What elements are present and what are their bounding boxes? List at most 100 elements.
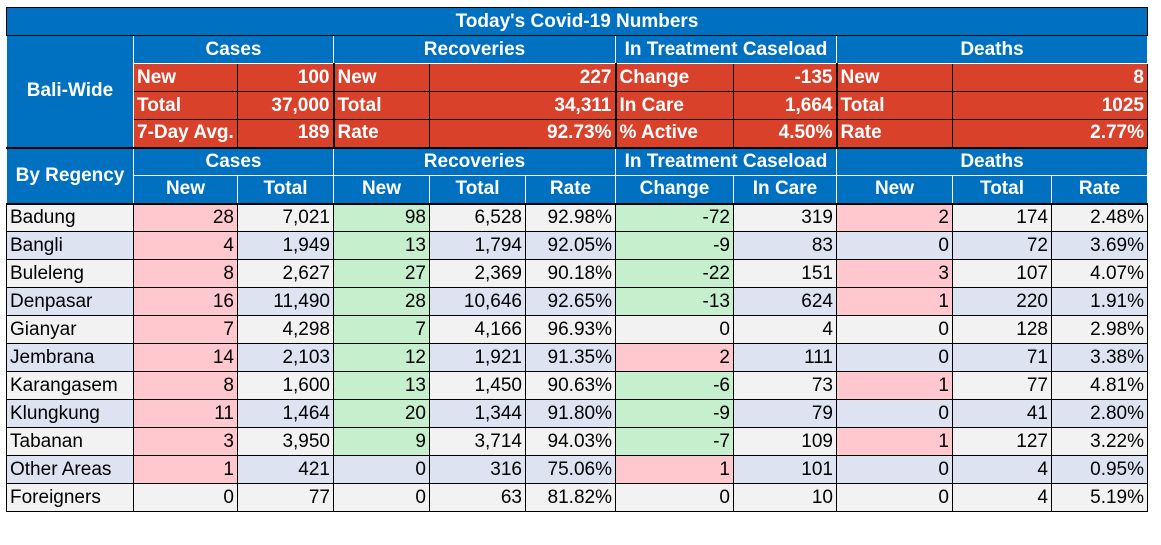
regency-name: Other Areas	[6, 455, 134, 484]
table-cell: -7	[615, 427, 734, 456]
table-cell: 75.06%	[525, 455, 616, 484]
bali-wide-cases-label: 7-Day Avg.	[133, 119, 238, 148]
table-cell: 28	[133, 202, 238, 232]
bali-wide-cases-label: Total	[133, 91, 238, 120]
table-row: Buleleng 8 2,627 27 2,369 90.18% -22 151 3 107 4.0…	[6, 259, 1148, 288]
bali-wide-deaths-label: Rate	[835, 119, 953, 148]
table-cell: 7	[133, 315, 238, 344]
table-row: Tabanan 3 3,950 9 3,714 94.03% -7 109 1 127 3.22%	[6, 427, 1148, 456]
table-cell: 128	[952, 315, 1052, 344]
table-cell: 2,627	[237, 259, 334, 288]
table-cell: 4,298	[237, 315, 334, 344]
table-cell: 4	[133, 231, 238, 260]
table-cell: 624	[733, 287, 837, 316]
table-cell: 83	[733, 231, 837, 260]
table-cell: 77	[237, 483, 334, 512]
table-cell: 3.22%	[1051, 427, 1148, 456]
regency-section-header-cases: Cases	[133, 146, 334, 176]
table-cell: 174	[952, 202, 1052, 232]
table-cell: 1,600	[237, 371, 334, 400]
table-cell: 14	[133, 343, 238, 372]
table-cell: 11,490	[237, 287, 334, 316]
table-cell: 77	[952, 371, 1052, 400]
table-cell: 91.80%	[525, 399, 616, 428]
table-cell: 10	[733, 483, 837, 512]
regency-name: Klungkung	[6, 399, 134, 428]
table-cell: 8	[133, 371, 238, 400]
bali-wide-cases-value: 37,000	[237, 91, 334, 120]
bali-wide-treatment-label: % Active	[614, 119, 734, 148]
table-cell: 0	[836, 483, 953, 512]
table-cell: 4	[952, 483, 1052, 512]
table-cell: 220	[952, 287, 1052, 316]
section-header-deaths: Deaths	[836, 35, 1148, 64]
table-cell: 0	[615, 483, 734, 512]
table-cell: -72	[615, 202, 734, 232]
covid-numbers-table: Today's Covid-19 Numbers Bali-Wide Cases…	[6, 7, 1148, 512]
table-cell: 98	[333, 202, 430, 232]
table-cell: 1,794	[429, 231, 526, 260]
regency-name: Buleleng	[6, 259, 134, 288]
table-cell: 0	[836, 399, 953, 428]
table-cell: 92.98%	[525, 202, 616, 232]
table-cell: 0	[836, 315, 953, 344]
regency-name: Karangasem	[6, 371, 134, 400]
table-cell: 1,949	[237, 231, 334, 260]
table-row: Other Areas 1 421 0 316 75.06% 1 101 0 4 0.95%	[6, 455, 1148, 484]
table-cell: 1	[615, 455, 734, 484]
table-cell: 127	[952, 427, 1052, 456]
section-header-recoveries: Recoveries	[333, 35, 616, 64]
table-cell: 111	[733, 343, 837, 372]
table-cell: 16	[133, 287, 238, 316]
table-cell: 9	[333, 427, 430, 456]
table-cell: 0	[333, 483, 430, 512]
column-header: New	[836, 175, 953, 204]
table-cell: 4.07%	[1051, 259, 1148, 288]
bali-wide-deaths-label: Total	[835, 91, 953, 120]
table-cell: 12	[333, 343, 430, 372]
regency-name: Bangli	[6, 231, 134, 260]
table-cell: 4	[952, 455, 1052, 484]
bali-wide-recoveries-value: 92.73%	[429, 119, 616, 148]
table-cell: 79	[733, 399, 837, 428]
bali-wide-row: New 100 New 227 Change -135 New 8	[7, 63, 1148, 92]
bali-wide-treatment-label: In Care	[614, 91, 734, 120]
table-cell: 11	[133, 399, 238, 428]
table-cell: 3,714	[429, 427, 526, 456]
table-cell: 2.80%	[1051, 399, 1148, 428]
column-header: Change	[615, 175, 734, 204]
column-header: Total	[429, 175, 526, 204]
table-cell: 94.03%	[525, 427, 616, 456]
table-cell: 5.19%	[1051, 483, 1148, 512]
table-cell: 421	[237, 455, 334, 484]
table-cell: 0	[836, 455, 953, 484]
table-cell: 3,950	[237, 427, 334, 456]
bali-wide-deaths-value: 2.77%	[952, 119, 1148, 148]
table-cell: 72	[952, 231, 1052, 260]
bali-wide-deaths-value: 8	[952, 63, 1148, 92]
table-cell: 27	[333, 259, 430, 288]
table-cell: 4	[733, 315, 837, 344]
table-cell: 4,166	[429, 315, 526, 344]
bali-wide-cases-label: New	[133, 63, 238, 92]
table-cell: 7	[333, 315, 430, 344]
regency-name: Badung	[6, 202, 134, 232]
table-row: Denpasar 16 11,490 28 10,646 92.65% -13 624 1 220…	[6, 287, 1148, 316]
table-cell: 101	[733, 455, 837, 484]
table-cell: -13	[615, 287, 734, 316]
bali-wide-deaths-label: New	[835, 63, 953, 92]
table-cell: 13	[333, 371, 430, 400]
regency-name: Jembrana	[6, 343, 134, 372]
bali-wide-treatment-value: 1,664	[733, 91, 837, 120]
column-header: In Care	[733, 175, 837, 204]
table-cell: 10,646	[429, 287, 526, 316]
table-cell: -6	[615, 371, 734, 400]
table-cell: 316	[429, 455, 526, 484]
table-cell: 0	[615, 315, 734, 344]
table-cell: 0	[836, 343, 953, 372]
table-cell: 1,921	[429, 343, 526, 372]
table-row: Bangli 4 1,949 13 1,794 92.05% -9 83 0 72 3.69%	[6, 231, 1148, 260]
table-cell: 319	[733, 202, 837, 232]
table-cell: 8	[133, 259, 238, 288]
table-cell: 20	[333, 399, 430, 428]
